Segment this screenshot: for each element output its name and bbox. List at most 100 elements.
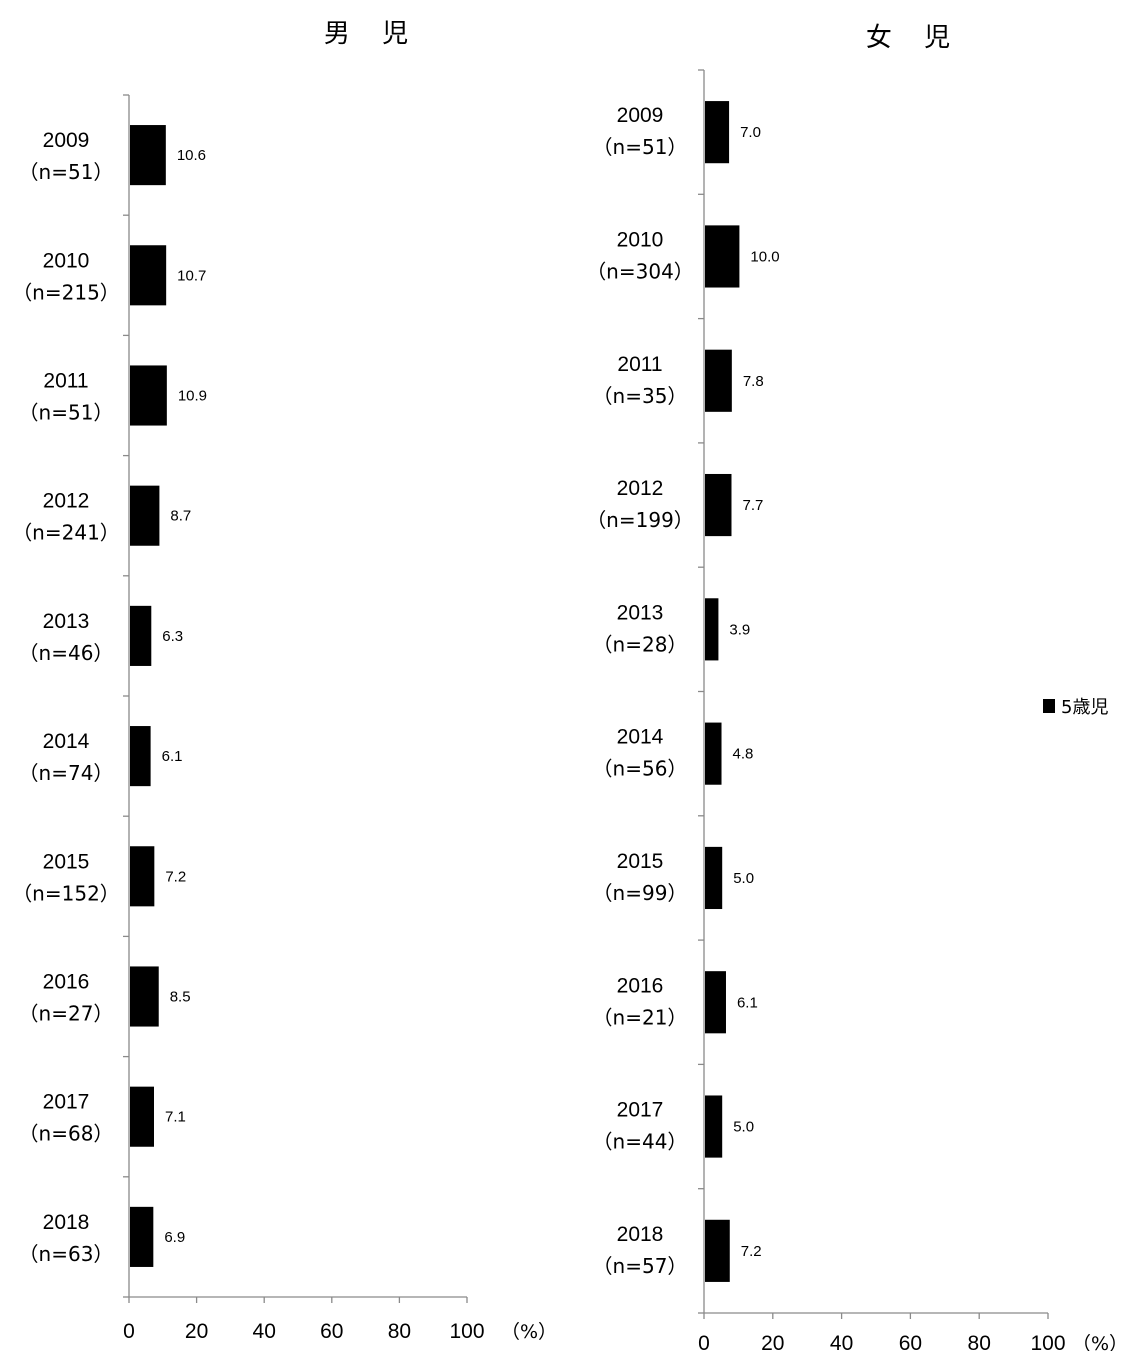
data-label: 4.8 bbox=[733, 746, 754, 763]
bar bbox=[130, 245, 167, 306]
bar bbox=[705, 598, 719, 661]
category-label-n: （n=63） bbox=[19, 1242, 114, 1266]
data-label: 6.1 bbox=[162, 748, 183, 765]
category-label-n: （n=27） bbox=[19, 1002, 114, 1026]
data-label: 6.3 bbox=[162, 628, 183, 645]
category-label-year: 2016 bbox=[43, 971, 90, 994]
bar bbox=[130, 365, 167, 426]
value-tick-label: 100 bbox=[1030, 1332, 1065, 1351]
data-label: 6.9 bbox=[164, 1229, 185, 1246]
data-label: 3.9 bbox=[729, 621, 750, 638]
data-label: 8.5 bbox=[170, 989, 191, 1006]
category-label-n: （n=56） bbox=[593, 757, 688, 781]
category-label-year: 2009 bbox=[43, 129, 90, 152]
category-label-year: 2011 bbox=[43, 370, 88, 393]
category-label-year: 2013 bbox=[43, 610, 90, 633]
chart-title: 女 児 bbox=[866, 23, 962, 53]
value-tick-label: 60 bbox=[899, 1332, 922, 1351]
category-label-year: 2011 bbox=[617, 353, 662, 376]
legend-label: 5歳児 bbox=[1061, 697, 1108, 718]
value-tick-label: 40 bbox=[253, 1320, 276, 1343]
category-label-year: 2012 bbox=[43, 490, 90, 513]
category-label-n: （n=46） bbox=[19, 641, 114, 665]
category-label-n: （n=215） bbox=[12, 280, 120, 304]
bar bbox=[705, 1095, 723, 1158]
data-label: 10.6 bbox=[177, 147, 206, 164]
data-label: 7.2 bbox=[165, 868, 186, 885]
data-label: 5.0 bbox=[733, 870, 754, 887]
bar bbox=[130, 726, 151, 787]
category-label-n: （n=199） bbox=[586, 508, 694, 532]
data-label: 6.1 bbox=[737, 994, 758, 1011]
bar bbox=[705, 349, 732, 412]
category-label-n: （n=21） bbox=[593, 1005, 688, 1029]
category-label-n: （n=57） bbox=[593, 1254, 688, 1278]
category-label-year: 2013 bbox=[617, 601, 664, 624]
value-tick-label: 0 bbox=[123, 1320, 135, 1343]
category-label-year: 2014 bbox=[43, 730, 90, 753]
category-label-year: 2018 bbox=[617, 1223, 664, 1246]
value-tick-label: 20 bbox=[761, 1332, 784, 1351]
bar bbox=[705, 722, 722, 785]
category-label-n: （n=68） bbox=[19, 1122, 114, 1146]
category-label-n: （n=99） bbox=[593, 881, 688, 905]
data-label: 7.0 bbox=[740, 124, 761, 141]
data-label: 7.7 bbox=[742, 497, 763, 514]
unit-label: （%） bbox=[1072, 1333, 1122, 1351]
category-label-n: （n=241） bbox=[12, 521, 120, 545]
data-label: 10.9 bbox=[178, 388, 207, 405]
category-label-n: （n=51） bbox=[19, 401, 114, 425]
data-label: 10.0 bbox=[750, 248, 779, 265]
value-tick-label: 60 bbox=[320, 1320, 343, 1343]
value-tick-label: 40 bbox=[830, 1332, 853, 1351]
category-label-n: （n=51） bbox=[19, 160, 114, 184]
bar bbox=[705, 473, 732, 537]
boys-chart: 男 児 0 20 40 60 80 100 （%） 10.6 2009 （n=51） 10.7 2010… bbox=[12, 19, 557, 1343]
category-label-n: （n=35） bbox=[593, 384, 688, 408]
bar bbox=[130, 846, 155, 907]
data-label: 7.1 bbox=[165, 1109, 186, 1126]
category-label-year: 2017 bbox=[43, 1091, 90, 1114]
category-label-n: （n=74） bbox=[19, 761, 114, 785]
value-tick-label: 80 bbox=[388, 1320, 411, 1343]
category-label-n: （n=152） bbox=[12, 881, 120, 905]
bar bbox=[130, 605, 152, 666]
category-label-n: （n=51） bbox=[593, 135, 688, 159]
category-label-year: 2015 bbox=[617, 850, 664, 873]
category-label-year: 2016 bbox=[617, 974, 664, 997]
unit-label: （%） bbox=[501, 1321, 557, 1343]
bar bbox=[705, 225, 740, 288]
bar bbox=[705, 101, 730, 164]
value-tick-label: 0 bbox=[698, 1332, 710, 1351]
category-label-year: 2017 bbox=[617, 1099, 664, 1122]
category-label-year: 2015 bbox=[43, 850, 90, 873]
data-label: 10.7 bbox=[177, 267, 206, 284]
value-tick-label: 20 bbox=[185, 1320, 208, 1343]
bar bbox=[130, 485, 160, 546]
category-label-n: （n=44） bbox=[593, 1130, 688, 1154]
category-label-n: （n=28） bbox=[593, 632, 688, 656]
category-label-year: 2012 bbox=[617, 477, 664, 500]
data-label: 7.2 bbox=[741, 1243, 762, 1260]
category-label-year: 2009 bbox=[617, 104, 664, 127]
category-label-n: （n=304） bbox=[586, 259, 694, 283]
bar bbox=[130, 125, 166, 186]
bar bbox=[130, 1086, 154, 1147]
chart-title: 男 児 bbox=[324, 19, 420, 49]
girls-chart: 女 児 0 20 40 60 80 100 （%） 7.0 2009 （n=51） 10.0 2010 （… bbox=[586, 23, 1122, 1351]
value-tick-label: 100 bbox=[449, 1320, 484, 1343]
bar bbox=[705, 1219, 730, 1282]
bar bbox=[705, 971, 726, 1034]
bar bbox=[130, 966, 159, 1027]
category-label-year: 2010 bbox=[43, 249, 90, 272]
bar bbox=[705, 846, 723, 910]
category-label-year: 2010 bbox=[617, 228, 664, 251]
legend: 5歳児 bbox=[1043, 697, 1108, 718]
data-label: 7.8 bbox=[743, 373, 764, 390]
bar bbox=[130, 1206, 154, 1267]
value-tick-label: 80 bbox=[968, 1332, 991, 1351]
data-label: 5.0 bbox=[733, 1119, 754, 1136]
category-label-year: 2018 bbox=[43, 1211, 90, 1234]
category-label-year: 2014 bbox=[617, 726, 664, 749]
